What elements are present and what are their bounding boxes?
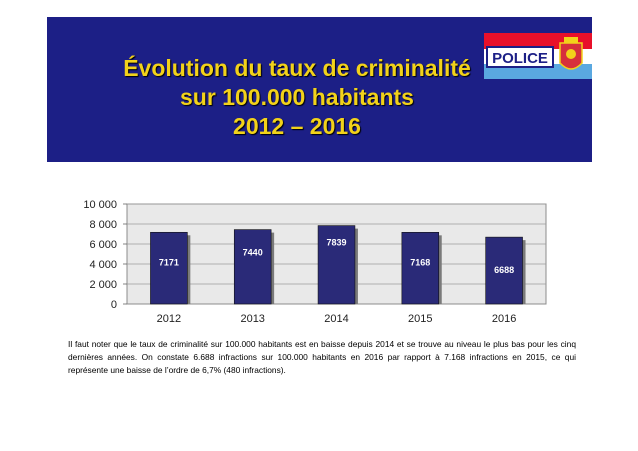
police-box [486, 46, 554, 68]
y-tick-label: 0 [111, 299, 117, 311]
bar-2016 [485, 236, 523, 305]
slide-title: Évolution du taux de criminalité sur 100… [47, 54, 547, 141]
x-tick-label: 2015 [408, 313, 432, 325]
bar-2015 [401, 232, 440, 305]
y-tick-label: 8 000 [89, 219, 117, 231]
x-tick-label: 2016 [492, 313, 516, 325]
y-tick-label: 6 000 [89, 239, 117, 251]
bar-value-label: 6688 [494, 265, 514, 275]
y-tick-label: 2 000 [89, 279, 117, 291]
y-tick-label: 10 000 [83, 199, 117, 211]
bar-2014 [317, 225, 356, 305]
x-tick-label: 2014 [324, 313, 348, 325]
bar-2012 [150, 231, 188, 305]
bar-value-label: 7440 [243, 248, 263, 258]
chart-caption: Il faut noter que le taux de criminalité… [68, 339, 576, 375]
coat-of-arms-icon [559, 37, 583, 70]
y-tick-label: 4 000 [89, 259, 117, 271]
x-tick-label: 2013 [240, 313, 264, 325]
title-line-2: sur 100.000 habitants [180, 84, 414, 110]
police-flag-logo: POLICE [484, 33, 592, 79]
police-text: POLICE [492, 50, 548, 67]
bar-2013 [233, 229, 272, 305]
bar-value-label: 7839 [326, 238, 346, 248]
title-line-1: Évolution du taux de criminalité [123, 55, 471, 81]
x-tick-label: 2012 [157, 313, 181, 325]
bar-value-label: 7168 [410, 257, 430, 267]
bar-value-label: 7171 [159, 257, 179, 267]
title-line-3: 2012 – 2016 [233, 113, 361, 139]
